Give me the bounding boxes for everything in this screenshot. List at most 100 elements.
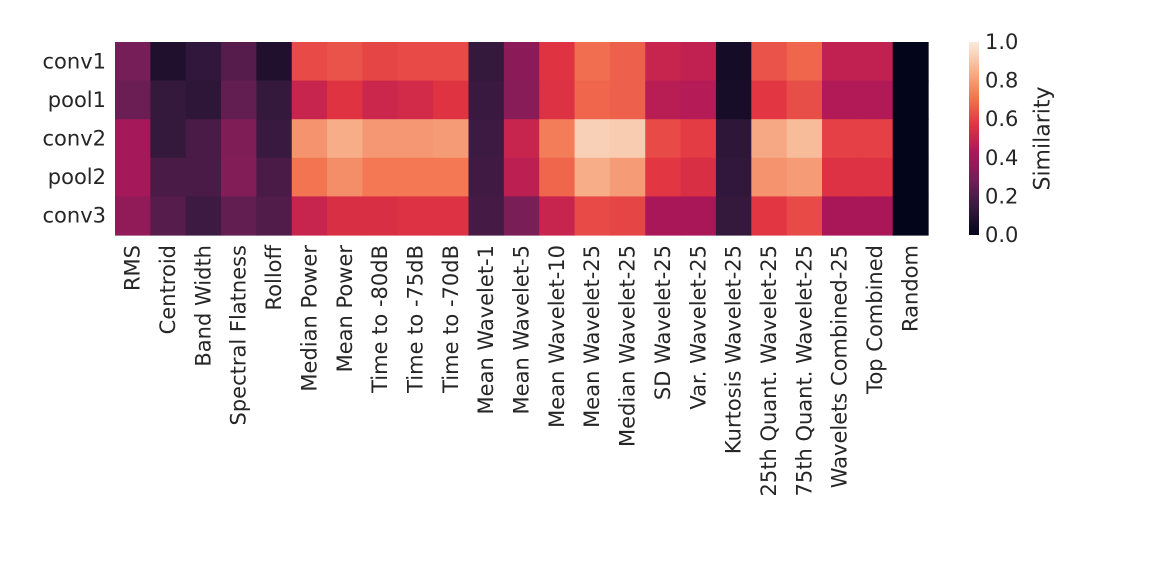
- heatmap-cell: [256, 42, 293, 82]
- heatmap-cell: [539, 42, 576, 82]
- column-label: Mean Wavelet-5: [510, 245, 534, 414]
- heatmap-cell: [680, 157, 717, 197]
- column-label: Time to -80dB: [368, 245, 392, 394]
- heatmap-cell: [327, 196, 364, 236]
- heatmap-cell: [503, 42, 540, 82]
- heatmap-cell: [185, 119, 222, 159]
- heatmap-cell: [503, 157, 540, 197]
- heatmap-cell: [468, 80, 505, 120]
- heatmap-cell: [327, 80, 364, 120]
- column-label: Time to -75dB: [403, 245, 427, 394]
- heatmap-cell: [857, 42, 894, 82]
- heatmap-cell: [362, 157, 399, 197]
- heatmap-cell: [892, 157, 929, 197]
- heatmap-cell: [397, 157, 434, 197]
- heatmap-cell: [150, 157, 187, 197]
- column-label: 75th Quant. Wavelet-25: [792, 245, 816, 496]
- heatmap-cell: [680, 196, 717, 236]
- row-label: conv1: [43, 49, 107, 73]
- colorbar-tick-label: 0.2: [985, 184, 1018, 208]
- heatmap-cell: [433, 42, 470, 82]
- heatmap-cell: [468, 42, 505, 82]
- heatmap-cell: [362, 196, 399, 236]
- row-label: pool1: [48, 88, 106, 112]
- heatmap-cell: [539, 157, 576, 197]
- column-label: 25th Quant. Wavelet-25: [757, 245, 781, 496]
- heatmap-cell: [892, 119, 929, 159]
- heatmap-cell: [362, 80, 399, 120]
- heatmap-cells: [115, 42, 929, 236]
- heatmap-cell: [221, 157, 257, 197]
- heatmap-cell: [185, 157, 222, 197]
- heatmap-cell: [857, 80, 894, 120]
- heatmap-cell: [256, 119, 293, 159]
- heatmap-cell: [468, 196, 505, 236]
- heatmap-cell: [468, 157, 505, 197]
- heatmap-cell: [503, 80, 540, 120]
- heatmap-cell: [857, 196, 894, 236]
- heatmap-cell: [539, 80, 576, 120]
- heatmap-cell: [574, 157, 611, 197]
- heatmap-cell: [256, 196, 293, 236]
- heatmap-cell: [115, 157, 151, 197]
- heatmap-cell: [503, 196, 540, 236]
- heatmap-cell: [468, 119, 505, 159]
- colorbar-label: Similarity: [1031, 86, 1056, 190]
- heatmap-cell: [857, 119, 894, 159]
- heatmap-cell: [892, 42, 929, 82]
- heatmap-cell: [786, 42, 823, 82]
- colorbar-tick-label: 0.6: [985, 107, 1018, 131]
- heatmap-cell: [892, 80, 929, 120]
- heatmap-cell: [680, 80, 717, 120]
- heatmap-cell: [327, 42, 364, 82]
- heatmap-cell: [751, 157, 788, 197]
- heatmap-cell: [751, 80, 788, 120]
- heatmap-cell: [256, 157, 293, 197]
- heatmap-cell: [751, 119, 788, 159]
- column-label: Spectral Flatness: [227, 245, 251, 426]
- heatmap-cell: [786, 196, 823, 236]
- heatmap-cell: [221, 119, 257, 159]
- heatmap-cell: [715, 80, 752, 120]
- heatmap-cell: [291, 157, 328, 197]
- heatmap-cell: [680, 119, 717, 159]
- heatmap-cell: [822, 196, 858, 236]
- colorbar: 0.0 0.2 0.4 0.6 0.8 1.0 Similarity: [969, 30, 1056, 247]
- heatmap-cell: [397, 80, 434, 120]
- heatmap-cell: [221, 196, 257, 236]
- heatmap-cell: [609, 80, 646, 120]
- heatmap-cell: [645, 196, 682, 236]
- heatmap-cell: [150, 42, 187, 82]
- heatmap-cell: [291, 196, 328, 236]
- heatmap-cell: [715, 196, 752, 236]
- heatmap-cell: [892, 196, 929, 236]
- heatmap-cell: [645, 157, 682, 197]
- colorbar-gradient: [969, 42, 979, 235]
- heatmap-cell: [362, 42, 399, 82]
- heatmap-cell: [645, 119, 682, 159]
- heatmap-cell: [822, 80, 858, 120]
- heatmap-cell: [397, 119, 434, 159]
- heatmap-cell: [291, 119, 328, 159]
- heatmap-cell: [786, 119, 823, 159]
- heatmap-cell: [786, 80, 823, 120]
- heatmap-cell: [609, 157, 646, 197]
- heatmap-cell: [822, 42, 858, 82]
- heatmap-cell: [433, 157, 470, 197]
- heatmap-cell: [327, 157, 364, 197]
- heatmap-cell: [539, 119, 576, 159]
- heatmap-cell: [751, 196, 788, 236]
- column-labels: RMS Centroid Band Width Spectral Flatness Ro…: [121, 244, 923, 496]
- heatmap-cell: [115, 42, 151, 82]
- heatmap-cell: [397, 196, 434, 236]
- column-label: Wavelets Combined-25: [828, 245, 852, 488]
- column-label: Random: [898, 245, 922, 332]
- colorbar-ticks: 0.0 0.2 0.4 0.6 0.8 1.0: [985, 30, 1018, 247]
- column-label: Mean Wavelet-10: [545, 245, 569, 428]
- heatmap-cell: [574, 196, 611, 236]
- heatmap-cell: [857, 157, 894, 197]
- colorbar-tick-label: 0.4: [985, 146, 1018, 170]
- column-label: Median Power: [297, 245, 321, 392]
- heatmap-cell: [645, 42, 682, 82]
- heatmap-cell: [574, 119, 611, 159]
